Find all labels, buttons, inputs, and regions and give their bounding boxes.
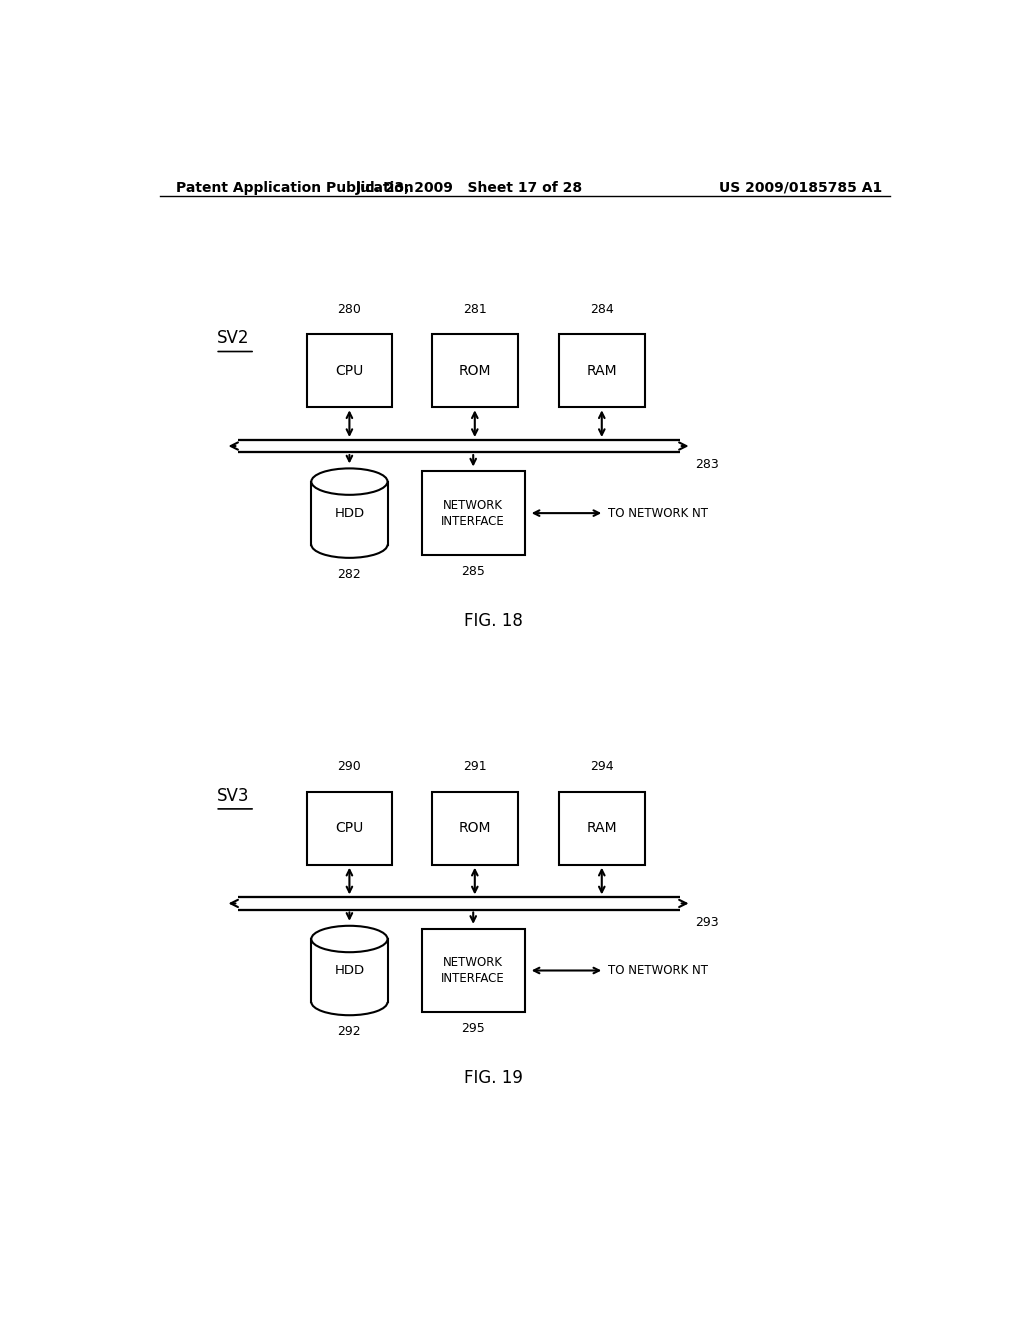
Bar (432, 334, 518, 408)
Text: 291: 291 (463, 760, 486, 774)
Text: Patent Application Publication: Patent Application Publication (176, 181, 414, 195)
Text: RAM: RAM (587, 821, 617, 836)
Text: 294: 294 (590, 760, 613, 774)
Text: SV2: SV2 (217, 329, 250, 347)
Bar (559, 792, 645, 865)
Text: 284: 284 (590, 304, 613, 315)
Text: RAM: RAM (587, 364, 617, 378)
Bar (422, 471, 524, 554)
Bar (422, 929, 524, 1012)
Text: NETWORK
INTERFACE: NETWORK INTERFACE (441, 499, 505, 528)
Text: Jul. 23, 2009   Sheet 17 of 28: Jul. 23, 2009 Sheet 17 of 28 (355, 181, 583, 195)
Text: HDD: HDD (335, 507, 365, 520)
Text: 293: 293 (695, 916, 719, 928)
Text: FIG. 19: FIG. 19 (464, 1069, 522, 1088)
Text: 280: 280 (338, 304, 361, 315)
Text: SV3: SV3 (217, 787, 250, 804)
Bar (559, 334, 645, 408)
Ellipse shape (311, 469, 387, 495)
Text: 292: 292 (338, 1026, 361, 1039)
Text: TO NETWORK NT: TO NETWORK NT (608, 964, 709, 977)
Text: NETWORK
INTERFACE: NETWORK INTERFACE (441, 956, 505, 985)
Text: 290: 290 (338, 760, 361, 774)
Bar (311, 482, 387, 545)
Bar (306, 334, 392, 408)
Ellipse shape (311, 925, 387, 952)
Text: ROM: ROM (459, 364, 492, 378)
Text: ROM: ROM (459, 821, 492, 836)
Text: CPU: CPU (335, 821, 364, 836)
Bar (306, 792, 392, 865)
Text: 295: 295 (462, 1022, 485, 1035)
Text: 281: 281 (463, 304, 486, 315)
Text: 285: 285 (461, 565, 485, 578)
Text: 283: 283 (695, 458, 719, 471)
Text: FIG. 18: FIG. 18 (464, 612, 522, 630)
Text: TO NETWORK NT: TO NETWORK NT (608, 507, 709, 520)
Text: HDD: HDD (335, 964, 365, 977)
Bar (432, 792, 518, 865)
Text: CPU: CPU (335, 364, 364, 378)
Bar (311, 939, 387, 1002)
Text: US 2009/0185785 A1: US 2009/0185785 A1 (719, 181, 882, 195)
Text: 282: 282 (338, 568, 361, 581)
